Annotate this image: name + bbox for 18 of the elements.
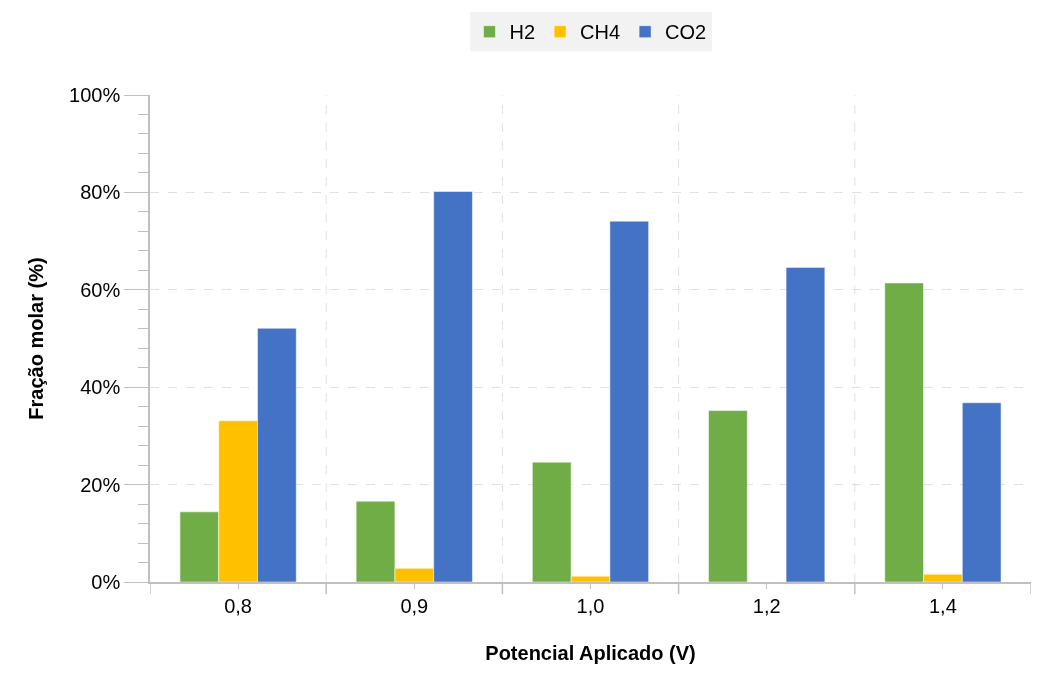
legend-label: CH4 bbox=[580, 21, 621, 44]
bar bbox=[708, 410, 748, 582]
x-tick-label: 1,0 bbox=[576, 594, 605, 617]
y-tick-label: 20% bbox=[80, 473, 121, 496]
x-tick-label: 0,8 bbox=[224, 594, 253, 617]
bar bbox=[785, 267, 826, 582]
y-tick-label: 60% bbox=[80, 278, 121, 301]
y-axis-title: Fração molar (%) bbox=[25, 257, 48, 420]
x-tick-label: 1,4 bbox=[928, 594, 957, 617]
y-tick-label: 40% bbox=[80, 376, 121, 399]
legend-label: H2 bbox=[509, 21, 536, 44]
x-axis-title: Potencial Aplicado (V) bbox=[485, 641, 696, 664]
y-tick-label: 100% bbox=[69, 84, 121, 106]
x-tick-label: 0,9 bbox=[400, 594, 429, 617]
y-tick-label: 0% bbox=[91, 571, 121, 593]
legend-label: CO2 bbox=[665, 21, 707, 44]
x-tick-label: 1,2 bbox=[752, 594, 781, 617]
y-tick-label: 80% bbox=[80, 181, 121, 204]
